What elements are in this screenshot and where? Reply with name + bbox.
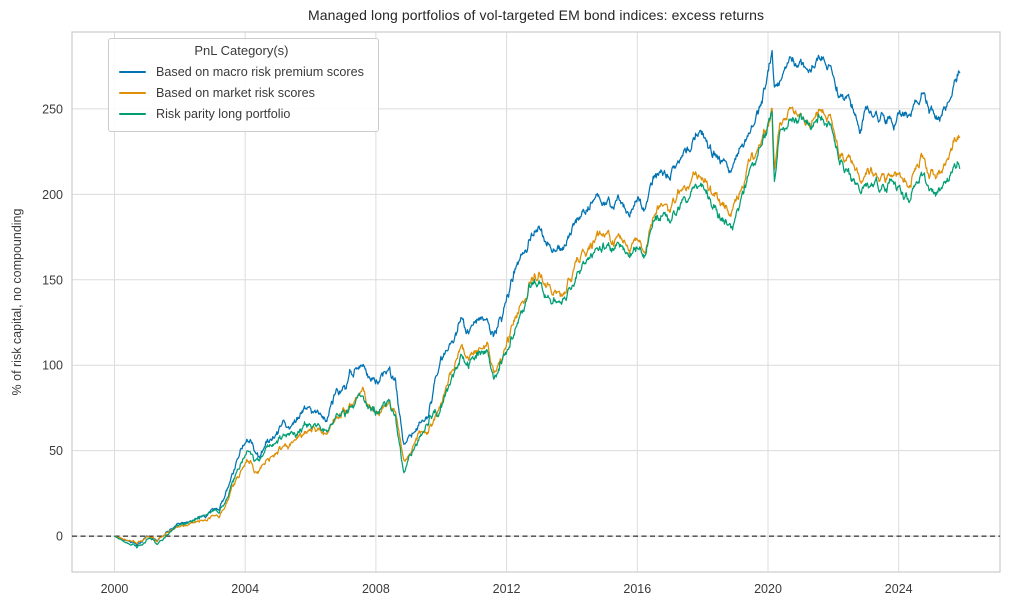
legend-item-label: Based on macro risk premium scores (156, 64, 364, 79)
x-tick-label: 2024 (885, 582, 913, 596)
legend-item: Based on macro risk premium scores (119, 61, 364, 82)
y-tick-label: 50 (49, 444, 63, 458)
y-tick-label: 0 (56, 530, 63, 544)
chart-title: Managed long portfolios of vol-targeted … (307, 7, 765, 23)
x-tick-label: 2020 (754, 582, 782, 596)
legend-item: Risk parity long portfolio (119, 103, 364, 124)
plot-border (71, 31, 1001, 573)
y-tick-label: 150 (42, 273, 63, 287)
legend-line-swatch (119, 70, 146, 73)
y-tick-label: 250 (42, 102, 63, 116)
x-tick-label: 2004 (231, 582, 259, 596)
legend-item-label: Based on market risk scores (156, 85, 315, 100)
legend-line-swatch (119, 91, 146, 94)
legend-item: Based on market risk scores (119, 82, 364, 103)
x-tick-label: 2012 (493, 582, 521, 596)
x-tick-label: 2008 (362, 582, 390, 596)
legend: PnL Category(s) Based on macro risk prem… (108, 38, 379, 132)
x-tick-label: 2000 (101, 582, 129, 596)
series-line-1 (113, 49, 961, 547)
legend-line-swatch (119, 112, 146, 115)
y-tick-label: 200 (42, 188, 63, 202)
y-tick-label: 100 (42, 359, 63, 373)
legend-items: Based on macro risk premium scores Based … (119, 61, 364, 124)
legend-item-label: Risk parity long portfolio (156, 106, 291, 121)
legend-title: PnL Category(s) (194, 43, 289, 58)
x-tick-label: 2016 (623, 582, 651, 596)
series-line-2 (113, 106, 961, 545)
series-line-3 (113, 110, 961, 549)
